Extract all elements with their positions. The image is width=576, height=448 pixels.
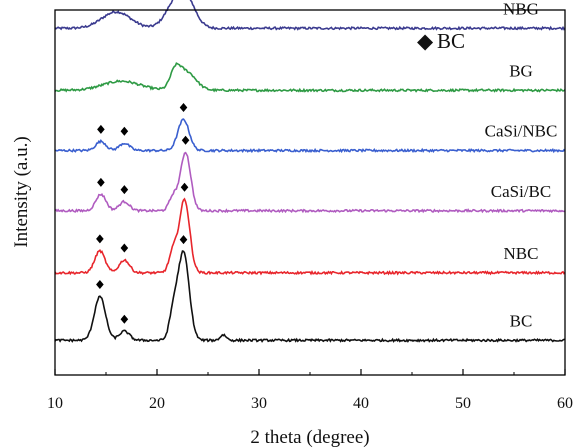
series-label-4: NBC bbox=[504, 244, 539, 263]
series-label-1: BG bbox=[509, 61, 533, 80]
x-tick-label-2: 30 bbox=[251, 395, 267, 412]
series-label-5: BC bbox=[510, 311, 533, 330]
peak-marker-3-1 bbox=[120, 185, 129, 195]
series-line-5 bbox=[54, 250, 565, 343]
peak-marker-5-0 bbox=[96, 280, 104, 290]
series-line-3 bbox=[54, 151, 566, 214]
series-line-1 bbox=[54, 62, 566, 93]
x-tick-label-0: 10 bbox=[47, 395, 63, 412]
peak-marker-5-2 bbox=[179, 235, 188, 245]
legend-label: BC bbox=[437, 29, 465, 53]
peak-marker-2-0 bbox=[97, 124, 105, 134]
peak-marker-5-1 bbox=[120, 314, 129, 324]
x-tick-label-4: 50 bbox=[455, 395, 471, 412]
series-line-0 bbox=[54, 0, 566, 31]
y-axis-label: Intensity (a.u.) bbox=[11, 136, 32, 247]
peak-marker-3-2 bbox=[181, 135, 190, 145]
series-label-3: CaSi/BC bbox=[491, 182, 551, 201]
x-axis-ticks: 10 20 30 40 50 60 bbox=[47, 369, 573, 412]
series-label-2: CaSi/NBC bbox=[485, 122, 558, 141]
peak-marker-4-2 bbox=[180, 182, 189, 192]
series-line-4 bbox=[54, 197, 566, 276]
x-tick-label-1: 20 bbox=[149, 395, 165, 412]
peak-marker-2-2 bbox=[179, 103, 188, 112]
peak-marker-4-1 bbox=[120, 243, 129, 253]
legend: ◆ BC bbox=[417, 29, 465, 53]
peak-marker-2-1 bbox=[120, 126, 129, 136]
series-label-0: NBG bbox=[503, 0, 539, 18]
x-tick-label-5: 60 bbox=[557, 395, 573, 412]
x-tick-label-3: 40 bbox=[353, 395, 369, 412]
plot-frame bbox=[54, 9, 566, 376]
peak-marker-4-0 bbox=[96, 234, 104, 244]
peak-markers bbox=[96, 103, 190, 324]
series-line-2 bbox=[55, 118, 566, 154]
x-axis-label: 2 theta (degree) bbox=[250, 427, 369, 448]
series-labels: NBG BG CaSi/NBC CaSi/BC NBC BC bbox=[485, 0, 558, 330]
peak-marker-3-0 bbox=[97, 177, 105, 187]
series-layer bbox=[54, 0, 566, 343]
legend-marker: ◆ bbox=[417, 29, 434, 53]
